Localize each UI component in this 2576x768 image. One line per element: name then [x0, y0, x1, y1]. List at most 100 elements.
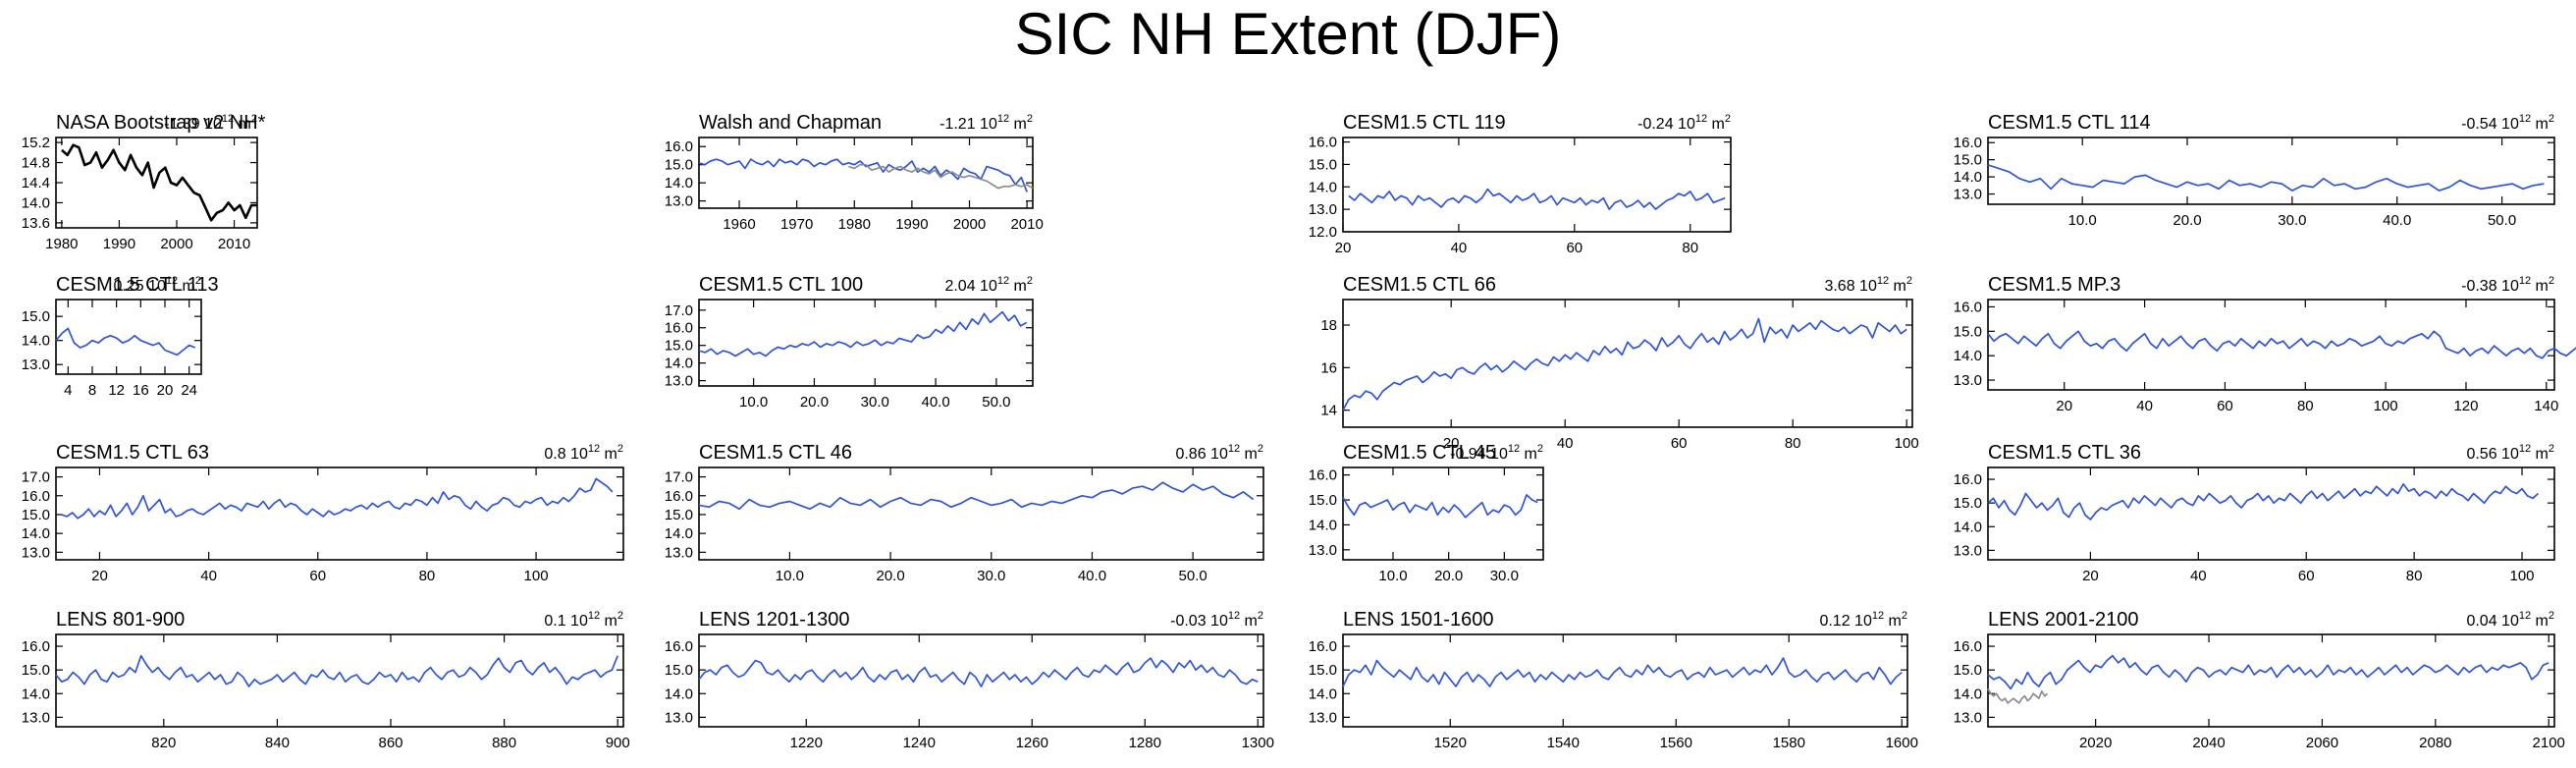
plot-frame	[1987, 299, 2555, 391]
x-tick-label: 1990	[895, 216, 928, 233]
y-tick-label: 13.0	[1954, 542, 1982, 559]
panel-1: NASA Bootstrap v2 NH*-1.39 1012 m2 13.6 14…	[22, 112, 266, 252]
y-tick-label: 13.0	[22, 544, 50, 561]
y-tick-label: 15.0	[1309, 492, 1337, 509]
y-tick-label: 14.0	[22, 194, 50, 211]
trend-label: 0.04 1012 m2	[2466, 610, 2554, 630]
x-tick-label: 1540	[1547, 735, 1580, 751]
panel-15: LENS 1501-1600 0.12 1012 m2 13.0 14.0 15.0 16…	[1309, 609, 1918, 751]
x-tick-label: 860	[379, 735, 403, 751]
x-tick-label: 1960	[723, 216, 755, 233]
y-tick-label: 13.0	[22, 357, 50, 373]
panel-4: CESM1.5 CTL 114 -0.54 1012 m2 13.014.015.0…	[1954, 112, 2555, 229]
trend-label: -0.54 1012 m2	[2461, 113, 2554, 133]
panel-title: Walsh and Chapman	[699, 112, 882, 134]
y-tick-label: 14.0	[22, 333, 50, 350]
y-tick-label: 17.0	[665, 302, 693, 319]
y-tick-label: 15.0	[665, 338, 693, 355]
y-tick-label: 13.0	[665, 544, 693, 561]
x-tick-label: 840	[265, 735, 290, 751]
plot-frame	[1987, 137, 2555, 205]
y-tick-label: 13.0	[1309, 709, 1337, 726]
x-tick-label: 40	[2190, 568, 2207, 584]
x-tick-label: 60	[1671, 435, 1688, 452]
y-tick-label: 15.2	[22, 135, 50, 151]
y-tick-label: 14	[1320, 403, 1337, 419]
x-tick-label: 1220	[790, 735, 823, 751]
x-tick-label: 40	[2136, 398, 2153, 414]
panel-title: NASA Bootstrap v2 NH*	[56, 112, 266, 134]
trend-label: 0.56 1012 m2	[2466, 443, 2554, 463]
y-tick-label: 17.0	[22, 469, 50, 486]
x-tick-label: 1240	[903, 735, 936, 751]
y-tick-label: 13.0	[1954, 187, 1982, 203]
x-tick-label: 80	[419, 568, 436, 584]
x-tick-label: 50.0	[982, 394, 1010, 411]
x-tick-label: 30.0	[2278, 212, 2306, 229]
x-tick-label: 10.0	[1378, 568, 1407, 584]
y-tick-label: 14.0	[1954, 169, 1982, 186]
panel-6: CESM1.5 CTL 100 2.04 1012 m213.014.015.01…	[665, 274, 1034, 411]
plot-frame	[698, 299, 1034, 387]
y-tick-label: 13.0	[1309, 201, 1337, 218]
x-tick-label: 60	[1566, 240, 1583, 256]
y-tick-label: 15.0	[665, 507, 693, 523]
y-tick-label: 13.0	[665, 709, 693, 726]
x-tick-label: 50.0	[2488, 212, 2516, 229]
x-tick-label: 80	[1682, 240, 1698, 256]
x-tick-label: 10.0	[2068, 212, 2097, 229]
y-tick-label: 16.0	[1954, 638, 1982, 655]
x-tick-label: 20	[2056, 398, 2072, 414]
y-tick-label: 15.0	[1954, 152, 1982, 169]
plot-frame	[1342, 466, 1544, 561]
x-tick-label: 2000	[160, 236, 192, 252]
panel-7: CESM1.5 CTL 66 3.68 1012 m2 14 16 18 20 40 60 80…	[1320, 274, 1918, 452]
series-line-model	[1987, 164, 2545, 192]
y-tick-label: 16.0	[665, 320, 693, 337]
series-line-model	[698, 310, 1028, 357]
x-tick-label: 100	[524, 568, 549, 584]
panel-title: CESM1.5 CTL 36	[1988, 442, 2141, 464]
x-tick-label: 40	[1557, 435, 1574, 452]
x-tick-label: 2020	[2079, 735, 2112, 751]
y-tick-label: 14.4	[22, 175, 50, 192]
x-tick-label: 2040	[2192, 735, 2225, 751]
series-line-model	[1987, 654, 2549, 690]
x-tick-label: 900	[606, 735, 630, 751]
y-tick-label: 14.0	[665, 686, 693, 702]
series-line-model	[1987, 330, 2576, 359]
series-line-obs_overlay	[848, 163, 1034, 190]
x-tick-label: 10.0	[776, 568, 804, 584]
y-tick-label: 18	[1320, 317, 1337, 334]
x-tick-label: 880	[492, 735, 516, 751]
x-tick-label: 20	[2082, 568, 2099, 584]
x-tick-label: 100	[2374, 398, 2398, 414]
trend-label: -0.94 1012 m2	[1450, 443, 1543, 463]
series-line-model	[1987, 483, 2540, 521]
x-tick-label: 20.0	[2173, 212, 2201, 229]
x-tick-label: 4	[64, 382, 72, 399]
series-line-model	[55, 654, 618, 687]
x-tick-label: 1560	[1660, 735, 1692, 751]
x-tick-label: 2080	[2419, 735, 2451, 751]
x-tick-label: 820	[151, 735, 176, 751]
plot-frame	[1342, 137, 1732, 233]
trend-label: -1.21 1012 m2	[939, 113, 1033, 133]
y-tick-label: 16.0	[1309, 135, 1337, 151]
plot-frame	[698, 633, 1264, 728]
plot-frame	[55, 299, 202, 375]
series-line-model	[1342, 657, 1903, 687]
trend-label: 3.68 1012 m2	[1824, 275, 1912, 295]
y-tick-label: 16.0	[1954, 135, 1982, 151]
x-tick-label: 40	[200, 568, 217, 584]
x-tick-label: 1990	[103, 236, 135, 252]
plot-frame	[698, 137, 1034, 209]
y-tick-label: 15.0	[1309, 156, 1337, 173]
x-tick-label: 20.0	[876, 568, 904, 584]
y-tick-label: 16.0	[665, 488, 693, 505]
y-tick-label: 15.0	[1954, 662, 1982, 679]
x-tick-label: 2010	[1010, 216, 1043, 233]
x-tick-label: 8	[88, 382, 96, 399]
y-tick-label: 14.0	[1954, 348, 1982, 364]
